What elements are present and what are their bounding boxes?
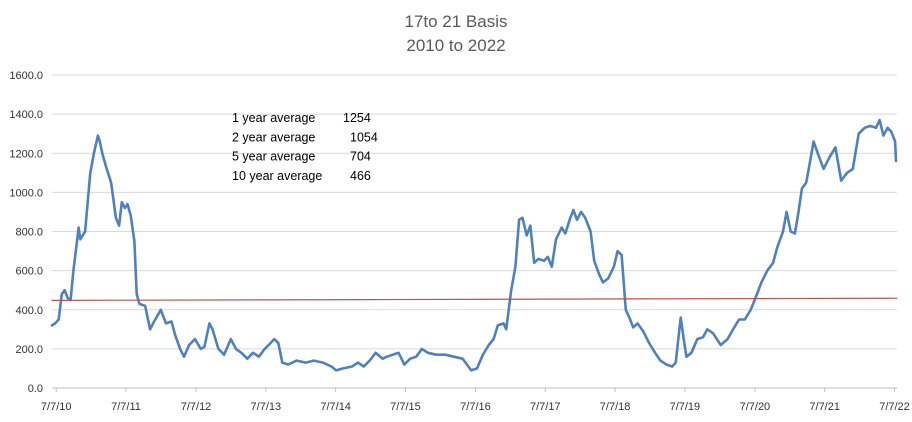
x-tick-label: 7/7/18 (600, 401, 631, 413)
y-tick-label: 1600.0 (9, 70, 43, 82)
annotation-value: 1054 (350, 130, 378, 144)
x-tick-label: 7/7/14 (320, 401, 351, 413)
y-axis-ticks: 0.0 200.0 400.0 600.0 800.0 1000.0 1200.0 1400.… (9, 70, 43, 395)
chart-title: 17to 21 Basis (404, 12, 507, 31)
x-tick-label: 7/7/21 (809, 401, 840, 413)
x-tick-label: 7/7/12 (181, 401, 212, 413)
annotation-label: 10 year average (232, 169, 322, 183)
y-tick-label: 1400.0 (9, 109, 43, 121)
reference-line (51, 297, 898, 301)
y-tick-label: 600.0 (15, 266, 43, 278)
y-tick-label: 0.0 (28, 383, 43, 395)
x-tick-label: 7/7/19 (670, 401, 701, 413)
basis-series-line (50, 118, 898, 372)
y-tick-label: 1000.0 (9, 187, 43, 199)
x-tick-label: 7/7/15 (390, 401, 421, 413)
annotation-value: 704 (350, 150, 371, 164)
x-tick-label: 7/7/16 (460, 401, 491, 413)
x-tick-label: 7/7/20 (740, 401, 771, 413)
y-tick-label: 400.0 (15, 305, 43, 317)
grid (52, 74, 897, 389)
chart-subtitle: 2010 to 2022 (406, 36, 505, 55)
x-tick-label: 7/7/10 (41, 401, 72, 413)
x-tick-label: 7/7/17 (530, 401, 561, 413)
annotation-value: 466 (350, 169, 371, 183)
x-axis-ticks: 7/7/10 7/7/11 7/7/12 7/7/13 7/7/14 7/7/15 7/7/… (41, 388, 910, 413)
annotation-label: 2 year average (232, 130, 315, 144)
annotation-label: 1 year average (232, 111, 315, 125)
y-tick-label: 1200.0 (9, 148, 43, 160)
x-tick-label: 7/7/13 (251, 401, 282, 413)
x-tick-label: 7/7/11 (111, 401, 141, 413)
average-annotations: 1 year average 1254 2 year average 1054 5 ye… (232, 111, 378, 183)
y-tick-label: 800.0 (15, 227, 43, 239)
annotation-label: 5 year average (232, 150, 315, 164)
y-tick-label: 200.0 (15, 344, 43, 356)
x-tick-label: 7/7/22 (879, 401, 910, 413)
series-lines (50, 118, 898, 372)
annotation-value: 1254 (343, 111, 371, 125)
